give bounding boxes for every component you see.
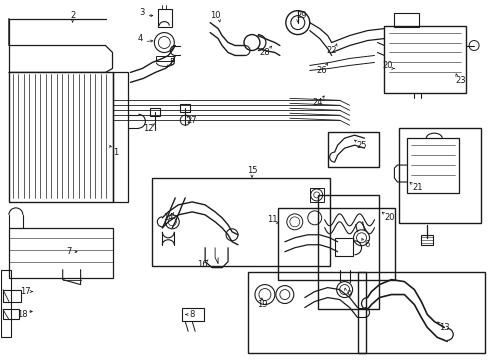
Bar [112, 72, 128, 202]
Text: 11: 11 [266, 215, 277, 224]
Text: 15: 15 [246, 166, 257, 175]
Text: 9: 9 [346, 290, 351, 299]
Bar [384, 26, 465, 93]
Bar [3, 289, 21, 302]
Bar [247, 272, 365, 353]
Text: 18: 18 [18, 310, 28, 319]
Text: 19: 19 [256, 300, 266, 309]
Bar [394, 13, 419, 27]
Bar [150, 108, 160, 116]
Bar [9, 228, 112, 278]
Bar [421, 235, 432, 245]
Bar [407, 138, 458, 193]
Bar [158, 9, 172, 27]
Text: 5: 5 [169, 58, 175, 67]
Text: 29: 29 [296, 11, 306, 20]
Bar [9, 72, 112, 202]
Bar [334, 238, 352, 256]
Text: 14: 14 [163, 213, 173, 222]
Text: 23: 23 [455, 76, 466, 85]
Bar [152, 178, 329, 266]
Text: 12: 12 [143, 124, 153, 133]
Text: 24: 24 [312, 98, 322, 107]
Text: 20: 20 [384, 213, 394, 222]
Text: 17: 17 [20, 287, 31, 296]
Bar [180, 104, 190, 112]
Text: 20: 20 [382, 61, 392, 70]
Text: 21: 21 [411, 184, 422, 193]
Text: 22: 22 [326, 46, 336, 55]
Text: 13: 13 [438, 323, 448, 332]
Text: 3: 3 [140, 8, 145, 17]
Text: 28: 28 [259, 48, 270, 57]
Text: 4: 4 [138, 34, 142, 43]
Text: 7: 7 [66, 247, 71, 256]
Bar [1, 270, 11, 337]
Text: 1: 1 [113, 148, 118, 157]
Bar [182, 307, 203, 321]
Text: 27: 27 [186, 116, 197, 125]
Bar [277, 208, 395, 280]
Text: 25: 25 [356, 141, 366, 150]
Text: 2: 2 [70, 11, 75, 20]
Text: 26: 26 [316, 66, 326, 75]
Bar [309, 188, 323, 202]
Bar [3, 310, 19, 319]
Bar [399, 128, 480, 223]
Text: 10: 10 [209, 11, 220, 20]
Bar [317, 195, 379, 310]
Text: 16: 16 [197, 260, 207, 269]
Text: 8: 8 [189, 310, 195, 319]
Bar [327, 132, 379, 167]
Text: 6: 6 [364, 240, 369, 249]
Bar [357, 272, 484, 353]
Bar [156, 57, 174, 62]
